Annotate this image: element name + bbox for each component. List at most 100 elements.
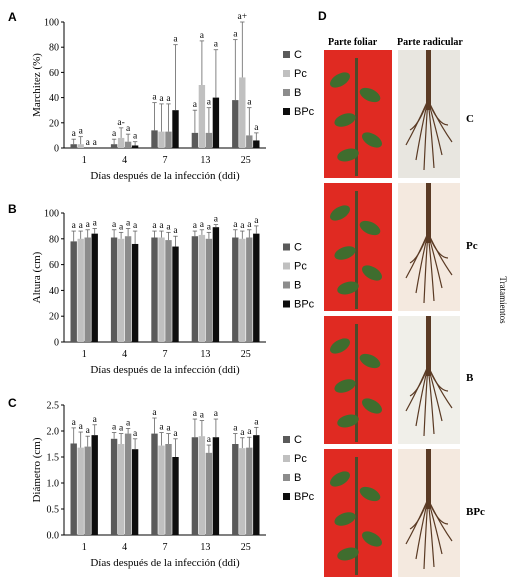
bar-c bbox=[151, 433, 158, 535]
leaf-shape bbox=[362, 398, 382, 414]
bar-c bbox=[70, 144, 77, 148]
significance-letter: a bbox=[159, 94, 164, 104]
leaf-shape bbox=[337, 414, 359, 428]
root-fiber bbox=[409, 498, 429, 530]
leaf-shape bbox=[330, 205, 350, 221]
significance-letter: a bbox=[86, 220, 91, 230]
bar-c bbox=[110, 438, 118, 535]
bar-bpc bbox=[253, 233, 260, 342]
bar-b bbox=[165, 131, 172, 148]
legend-label-c: C bbox=[294, 434, 302, 446]
legend-label-pc: Pc bbox=[294, 68, 307, 80]
bar-b bbox=[84, 446, 91, 535]
bar-bpc bbox=[212, 227, 220, 342]
bar-b bbox=[165, 240, 172, 342]
significance-letter: a+ bbox=[238, 12, 248, 22]
legend-swatch-pc bbox=[283, 455, 290, 462]
bar-c bbox=[232, 237, 239, 342]
leaf-photo-2 bbox=[324, 183, 392, 311]
row-label-b: B bbox=[466, 372, 474, 384]
bar-pc bbox=[239, 77, 246, 148]
x-tick-label: 4 bbox=[122, 349, 127, 360]
x-tick-label: 4 bbox=[122, 542, 127, 553]
y-axis-label: Altura (cm) bbox=[31, 251, 43, 303]
significance-letter: a bbox=[233, 30, 238, 40]
leaf-shape bbox=[337, 547, 359, 561]
legend-swatch-c bbox=[283, 51, 290, 58]
significance-letter: a bbox=[152, 93, 157, 103]
y-tick-label: 1.0 bbox=[47, 479, 60, 490]
root-fiber bbox=[427, 99, 435, 169]
bar-b bbox=[205, 238, 213, 342]
y-tick-label: 40 bbox=[49, 93, 59, 104]
leaf-shape bbox=[334, 379, 356, 393]
legend-label-b: B bbox=[294, 280, 301, 292]
significance-letter: a bbox=[200, 411, 205, 421]
bar-c bbox=[70, 241, 77, 342]
bar-bpc bbox=[91, 233, 98, 342]
panel-letter: B bbox=[8, 202, 17, 216]
significance-letter: a bbox=[79, 221, 84, 231]
significance-letter: a bbox=[119, 424, 124, 434]
significance-letter: a bbox=[72, 129, 77, 139]
root-crown bbox=[426, 449, 431, 509]
bar-b bbox=[124, 236, 132, 342]
significance-letter: a bbox=[247, 220, 252, 230]
significance-letter: a bbox=[93, 138, 98, 148]
legend-swatch-pc bbox=[283, 262, 290, 270]
leaf-shape bbox=[334, 512, 356, 526]
significance-letter: a bbox=[112, 220, 117, 230]
significance-letter: a bbox=[72, 418, 77, 428]
significance-letter: a bbox=[233, 424, 238, 434]
x-tick-label: 7 bbox=[163, 155, 168, 166]
plant-stem bbox=[355, 457, 358, 575]
bar-bpc bbox=[131, 145, 139, 148]
bar-b bbox=[246, 237, 253, 342]
significance-letter: a bbox=[233, 220, 238, 230]
plant-stem bbox=[355, 324, 358, 442]
bar-c bbox=[191, 132, 199, 148]
legend-swatch-c bbox=[283, 243, 290, 251]
bar-c bbox=[151, 237, 158, 342]
significance-letter: a bbox=[173, 429, 178, 439]
y-axis-label: Marchitez (%) bbox=[31, 53, 43, 117]
y-tick-label: 0.0 bbox=[47, 531, 60, 542]
significance-letter: a bbox=[126, 124, 131, 134]
bar-b bbox=[124, 141, 132, 148]
y-tick-label: 2.0 bbox=[47, 427, 60, 438]
bar-pc bbox=[239, 448, 246, 535]
significance-letter: a bbox=[254, 123, 259, 133]
significance-letter: a bbox=[133, 429, 138, 439]
y-axis-label: Diámetro (cm) bbox=[31, 437, 43, 502]
root-photo-4 bbox=[398, 449, 460, 577]
photo-panel: D Parte foliar Parte radicular C Pc B BP… bbox=[318, 9, 508, 577]
root-photo-1 bbox=[398, 50, 460, 178]
root-fiber bbox=[427, 232, 449, 259]
y-tick-label: 0.5 bbox=[47, 505, 60, 516]
x-tick-label: 13 bbox=[200, 349, 210, 360]
legend-swatch-b bbox=[283, 474, 290, 481]
bar-bpc bbox=[212, 97, 220, 148]
significance-letter: a bbox=[254, 216, 259, 226]
significance-letter: a bbox=[173, 35, 178, 45]
significance-letter: a bbox=[79, 127, 84, 137]
x-tick-label: 1 bbox=[82, 349, 87, 360]
root-fiber bbox=[423, 365, 429, 437]
bar-b bbox=[84, 237, 91, 342]
significance-letter: a bbox=[207, 98, 212, 108]
bar-c bbox=[110, 144, 118, 148]
root-crown bbox=[426, 50, 431, 110]
legend-label-pc: Pc bbox=[294, 261, 307, 273]
significance-letter: a bbox=[112, 423, 117, 433]
root-fiber bbox=[427, 365, 435, 435]
bar-bpc bbox=[253, 140, 260, 148]
significance-letter: a bbox=[166, 222, 171, 232]
y-tick-label: 0 bbox=[54, 144, 59, 155]
bar-c bbox=[191, 236, 199, 342]
y-tick-label: 0 bbox=[54, 338, 59, 349]
significance-letter: a bbox=[193, 221, 198, 231]
legend-label-c: C bbox=[294, 242, 302, 254]
